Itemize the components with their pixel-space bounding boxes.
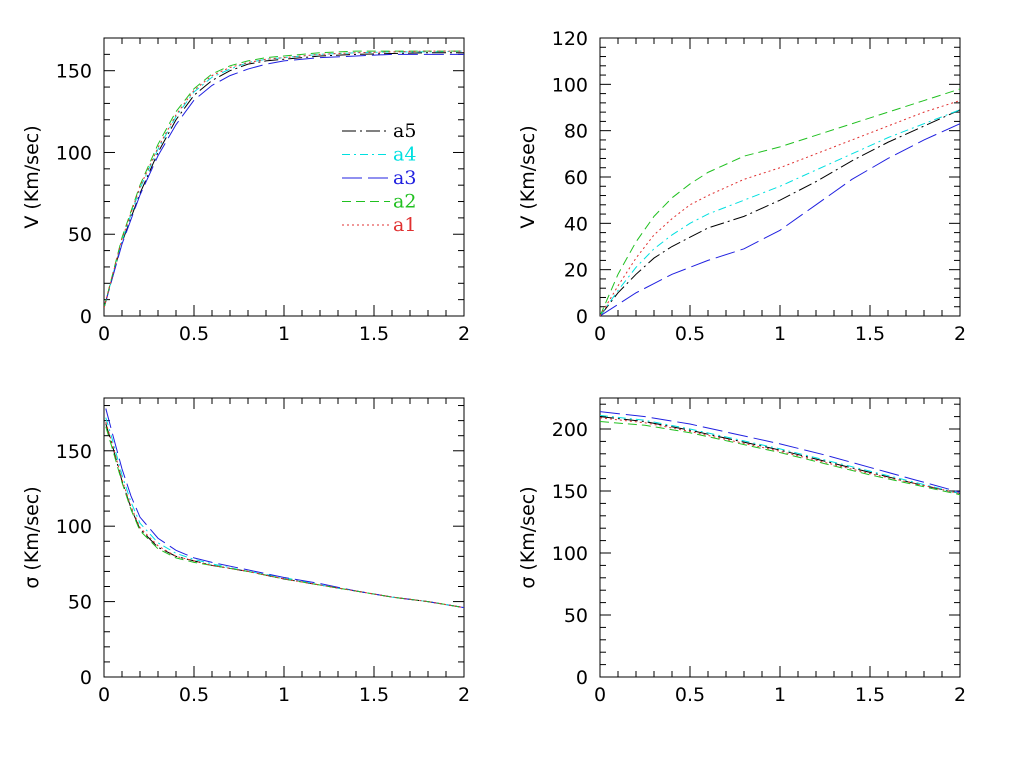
series-group	[600, 411, 960, 496]
x-tick-label: 0	[98, 684, 110, 706]
x-tick-label: 1.5	[359, 323, 389, 345]
y-tick-label: 50	[564, 605, 588, 627]
y-tick-label: 50	[68, 592, 92, 614]
y-axis-label: V (Km/sec)	[21, 125, 43, 228]
series-group	[105, 408, 464, 609]
x-tick-label: 1	[278, 684, 290, 706]
series-line-a5	[105, 423, 464, 609]
series-line-a3	[600, 123, 960, 316]
x-tick-label: 2	[954, 684, 966, 706]
chart-panel-4: 0 0.5 1 1.5 2 0 50 100 150 200 σ (Km/sec)	[517, 397, 966, 706]
series-line-a1	[600, 100, 960, 316]
series-line-a5	[600, 109, 960, 316]
y-tick-label: 50	[68, 224, 92, 246]
y-tick-label: 150	[56, 441, 92, 463]
y-axis-label: σ (Km/sec)	[517, 486, 539, 588]
y-tick-label: 100	[552, 543, 588, 565]
x-tick-label: 0.5	[179, 323, 209, 345]
x-tick-label: 1	[774, 684, 786, 706]
series-line-a3	[104, 53, 464, 308]
y-tick-label: 20	[564, 260, 588, 282]
x-tick-label: 2	[458, 323, 470, 345]
y-tick-label: 150	[56, 61, 92, 83]
series-line-a5	[104, 52, 464, 308]
plot-frame	[599, 397, 961, 678]
y-tick-label: 120	[552, 28, 588, 50]
legend-label-a1: a1	[393, 214, 416, 236]
y-tick-label: 200	[552, 419, 588, 441]
series-line-a2	[105, 426, 464, 609]
y-tick-label: 0	[576, 667, 588, 689]
chart-panel-3: 0 0.5 1 1.5 2 0 50 100 150 σ (Km/sec)	[21, 397, 470, 706]
series-line-a1	[600, 417, 960, 494]
y-tick-label: 80	[564, 121, 588, 143]
y-tick-label: 100	[552, 74, 588, 96]
series-line-a1	[105, 421, 464, 609]
series-line-a2	[600, 421, 960, 496]
legend-label-a4: a4	[393, 144, 416, 166]
y-tick-label: 0	[576, 306, 588, 328]
series-group	[600, 88, 960, 316]
series-line-a4	[600, 414, 960, 494]
plot-frame	[599, 37, 961, 317]
x-tick-label: 0.5	[675, 323, 705, 345]
x-tick-label: 1.5	[359, 684, 389, 706]
x-tick-label: 1	[774, 323, 786, 345]
x-tick-label: 0.5	[179, 684, 209, 706]
x-tick-label: 0	[98, 323, 110, 345]
series-group	[104, 50, 464, 308]
legend-label-a3: a3	[393, 167, 416, 189]
x-tick-label: 2	[458, 684, 470, 706]
series-line-a2	[600, 88, 960, 316]
x-tick-label: 0	[594, 684, 606, 706]
legend-label-a2: a2	[393, 191, 416, 213]
y-tick-label: 100	[56, 142, 92, 164]
x-tick-label: 1.5	[855, 323, 885, 345]
series-line-a5	[600, 416, 960, 494]
x-tick-label: 1.5	[855, 684, 885, 706]
legend-label-a5: a5	[393, 120, 416, 142]
series-line-a2	[104, 50, 464, 308]
x-tick-label: 0	[594, 323, 606, 345]
y-tick-label: 40	[564, 213, 588, 235]
y-tick-label: 150	[552, 481, 588, 503]
series-line-a3	[105, 408, 464, 609]
series-line-a4	[104, 50, 464, 308]
y-axis-label: V (Km/sec)	[517, 125, 539, 228]
y-axis-label: σ (Km/sec)	[21, 486, 43, 588]
y-tick-label: 0	[80, 667, 92, 689]
y-tick-label: 60	[564, 167, 588, 189]
series-line-a4	[600, 109, 960, 316]
x-tick-label: 1	[278, 323, 290, 345]
series-line-a1	[104, 50, 464, 308]
x-tick-label: 0.5	[675, 684, 705, 706]
x-tick-label: 2	[954, 323, 966, 345]
series-line-a3	[600, 411, 960, 493]
y-tick-label: 100	[56, 516, 92, 538]
y-tick-label: 0	[80, 306, 92, 328]
